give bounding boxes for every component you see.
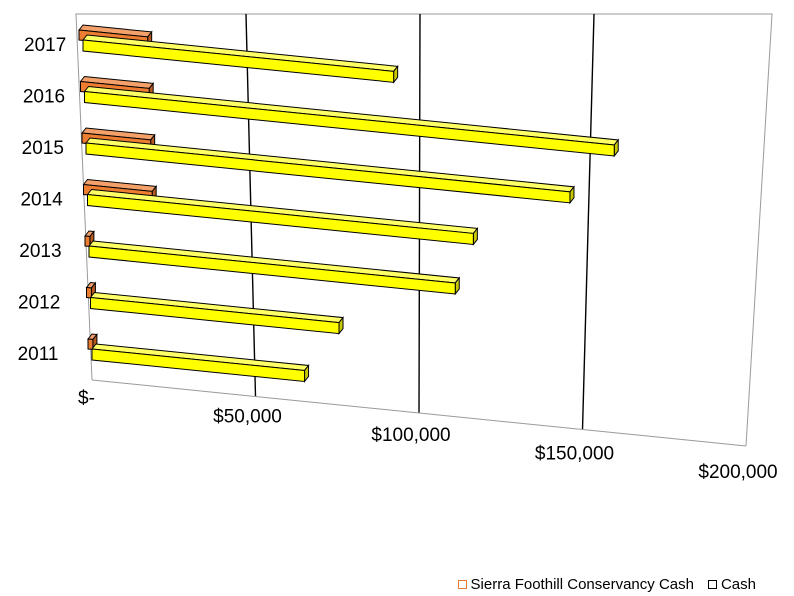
bar-cash-2014 xyxy=(86,188,479,246)
plot-frame xyxy=(75,13,773,447)
y-tick-label-2017: 2017 xyxy=(24,35,66,56)
legend: Sierra Foothill Conservancy Cash Cash xyxy=(457,576,756,593)
legend-swatch-sfc-cash xyxy=(457,580,467,589)
y-tick-label-2014: 2014 xyxy=(20,190,63,211)
gridline-2 xyxy=(418,13,421,414)
y-tick-label-2015: 2015 xyxy=(22,138,64,159)
legend-label-cash: Cash xyxy=(720,576,756,593)
bar-cash-2017 xyxy=(82,34,399,84)
y-tick-label-2011: 2011 xyxy=(18,344,59,365)
bar-cash-2016 xyxy=(83,85,620,158)
x-tick-label-3: $150,000 xyxy=(535,444,614,465)
legend-item-cash: Cash xyxy=(707,576,756,593)
x-tick-label-0: $- xyxy=(78,388,95,409)
gridline-3 xyxy=(581,13,595,430)
y-tick-label-2012: 2012 xyxy=(18,293,60,314)
legend-swatch-cash xyxy=(707,580,717,589)
x-tick-label-4: $200,000 xyxy=(698,462,777,483)
legend-label-sfc-cash: Sierra Foothill Conservancy Cash xyxy=(470,576,694,593)
bar-cash-2013 xyxy=(88,240,461,296)
bar-cash-2012 xyxy=(89,291,344,336)
bar-cash-2015 xyxy=(85,137,575,205)
x-tick-label-2: $100,000 xyxy=(371,425,450,446)
x-axis-line xyxy=(91,379,747,447)
legend-item-sfc-cash: Sierra Foothill Conservancy Cash xyxy=(457,576,694,593)
x-tick-label-1: $50,000 xyxy=(213,407,282,428)
y-tick-label-2016: 2016 xyxy=(23,87,65,108)
bar-cash-2011 xyxy=(91,343,310,383)
y-tick-label-2013: 2013 xyxy=(19,241,61,262)
